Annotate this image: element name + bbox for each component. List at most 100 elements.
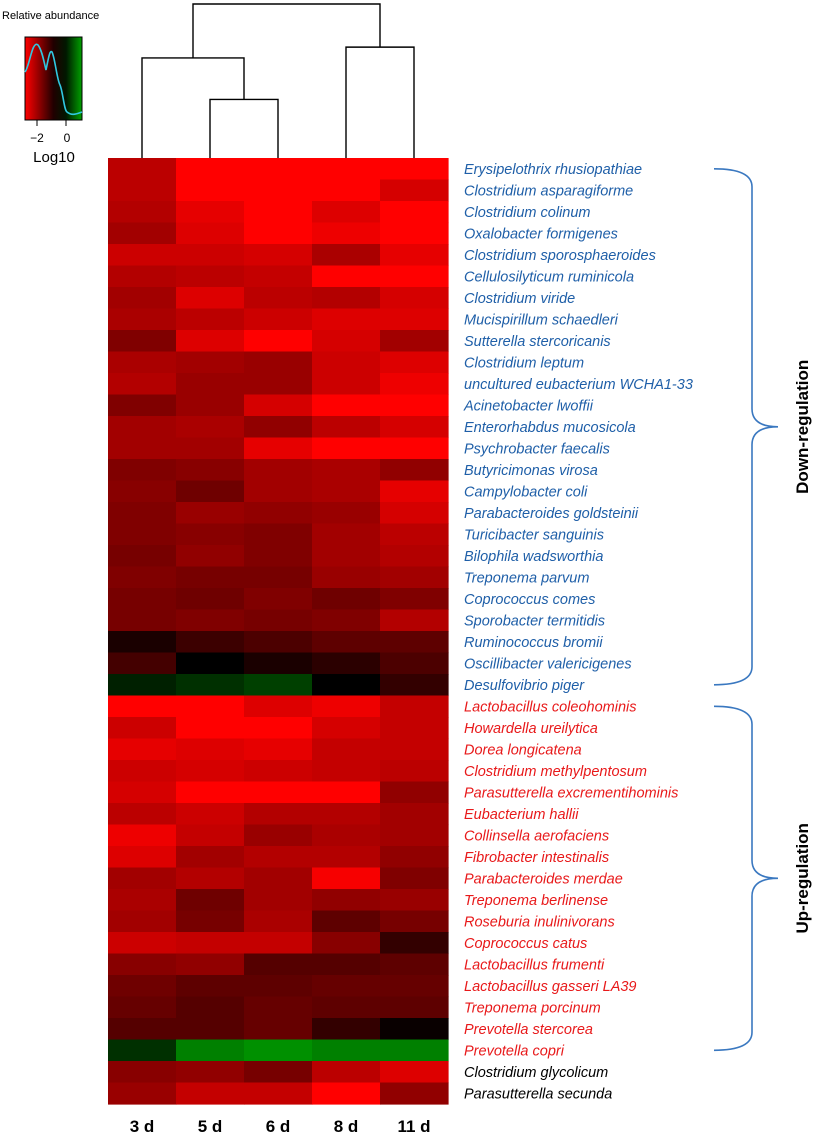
heatmap-cell [380, 996, 449, 1019]
heatmap-cell [312, 652, 381, 675]
row-label: Enterorhabdus mucosicola [464, 420, 636, 436]
heatmap-cell [108, 910, 177, 933]
heatmap-cell [244, 1018, 313, 1041]
row-label: Clostridium viride [464, 291, 575, 307]
heatmap-cell [176, 308, 245, 331]
dendrogram-branch [345, 46, 415, 158]
dendrogram-branch [209, 98, 279, 158]
heatmap-cell [176, 566, 245, 589]
heatmap-cell [312, 717, 381, 740]
heatmap-cell [380, 1018, 449, 1041]
heatmap-cell [176, 674, 245, 697]
heatmap-cell [244, 308, 313, 331]
row-label: Sporobacter termitidis [464, 613, 605, 629]
row-label: Butyricimonas virosa [464, 463, 598, 479]
heatmap-cell [312, 201, 381, 224]
heatmap-cell [108, 502, 177, 525]
row-label: Parasutterella secunda [464, 1086, 612, 1102]
heatmap-cell [108, 287, 177, 310]
heatmap-cell [108, 803, 177, 826]
heatmap-cell [176, 1082, 245, 1105]
heatmap-cell [108, 738, 177, 761]
heatmap-cell [244, 1061, 313, 1084]
heatmap-cell [108, 867, 177, 890]
heatmap-cell [380, 652, 449, 675]
heatmap-cell [244, 824, 313, 847]
heatmap-cell [244, 1039, 313, 1062]
heatmap-cell [380, 953, 449, 976]
row-label: Acinetobacter lwoffii [463, 398, 594, 414]
heatmap-cell [244, 480, 313, 503]
row-label: Erysipelothrix rhusiopathiae [464, 162, 642, 178]
heatmap-cell [176, 158, 245, 181]
heatmap-cell [176, 265, 245, 288]
heatmap-cell [244, 588, 313, 611]
heatmap-cell [244, 781, 313, 804]
heatmap-cell [108, 566, 177, 589]
row-label: Prevotella stercorea [464, 1022, 593, 1038]
heatmap-cell [312, 953, 381, 976]
column-label: 6 d [266, 1117, 291, 1136]
column-dendrogram [141, 3, 415, 158]
heatmap-cell [176, 652, 245, 675]
heatmap-cell [244, 996, 313, 1019]
row-label: Lactobacillus gasseri LA39 [464, 979, 637, 995]
heatmap-cell [312, 932, 381, 955]
heatmap-cell [312, 459, 381, 482]
row-label: Parabacteroides merdae [464, 871, 623, 887]
row-label: Fibrobacter intestinalis [464, 850, 609, 866]
heatmap-cell [380, 867, 449, 890]
group-bracket [713, 168, 779, 686]
heatmap-cell [108, 545, 177, 568]
heatmap-cell [176, 480, 245, 503]
heatmap-cell [176, 459, 245, 482]
heatmap-cell [108, 351, 177, 374]
heatmap-cell [312, 695, 381, 718]
heatmap-cell [312, 330, 381, 353]
row-label: Oxalobacter formigenes [464, 226, 618, 242]
heatmap-cell [312, 394, 381, 417]
heatmap-cell [380, 889, 449, 912]
heatmap-cell [312, 308, 381, 331]
heatmap-cell [312, 803, 381, 826]
heatmap-cell [244, 717, 313, 740]
heatmap-cell [244, 201, 313, 224]
heatmap-cell [244, 1082, 313, 1105]
row-label: Ruminococcus bromii [464, 635, 603, 651]
heatmap-cell [312, 631, 381, 654]
heatmap-cell [244, 523, 313, 546]
heatmap-cell [312, 824, 381, 847]
heatmap-cell [108, 609, 177, 632]
heatmap-cell [244, 738, 313, 761]
heatmap-cell [108, 459, 177, 482]
heatmap-cell [176, 179, 245, 202]
row-label: Mucispirillum schaedleri [464, 312, 619, 328]
heatmap-cell [108, 631, 177, 654]
heatmap-cell [108, 996, 177, 1019]
row-label: Clostridium leptum [464, 355, 584, 371]
row-label: Campylobacter coli [464, 484, 588, 500]
heatmap-cell [176, 695, 245, 718]
column-labels: 3 d 5 d 6 d 8 d 11 d [130, 1117, 431, 1136]
row-label: Psychrobacter faecalis [464, 441, 610, 457]
row-label: Parasutterella excrementihominis [464, 785, 678, 801]
heatmap-cell [176, 867, 245, 890]
heatmap-cell [108, 222, 177, 245]
heatmap-cell [312, 846, 381, 869]
heatmap-cell [108, 179, 177, 202]
row-label: Desulfovibrio piger [464, 678, 585, 694]
heatmap-cell [244, 158, 313, 181]
heatmap-cell [176, 545, 245, 568]
row-label: Parabacteroides goldsteinii [464, 506, 639, 522]
heatmap-cell [108, 265, 177, 288]
heatmap-cell [380, 201, 449, 224]
heatmap-cell [380, 265, 449, 288]
heatmap-cell [244, 244, 313, 267]
heatmap-cell [312, 244, 381, 267]
heatmap-cell [108, 373, 177, 396]
heatmap-cell [312, 158, 381, 181]
heatmap-cell [380, 308, 449, 331]
heatmap-cell [244, 394, 313, 417]
group-brackets: Down-regulation Up-regulation [713, 168, 812, 1052]
heatmap-cell [312, 545, 381, 568]
